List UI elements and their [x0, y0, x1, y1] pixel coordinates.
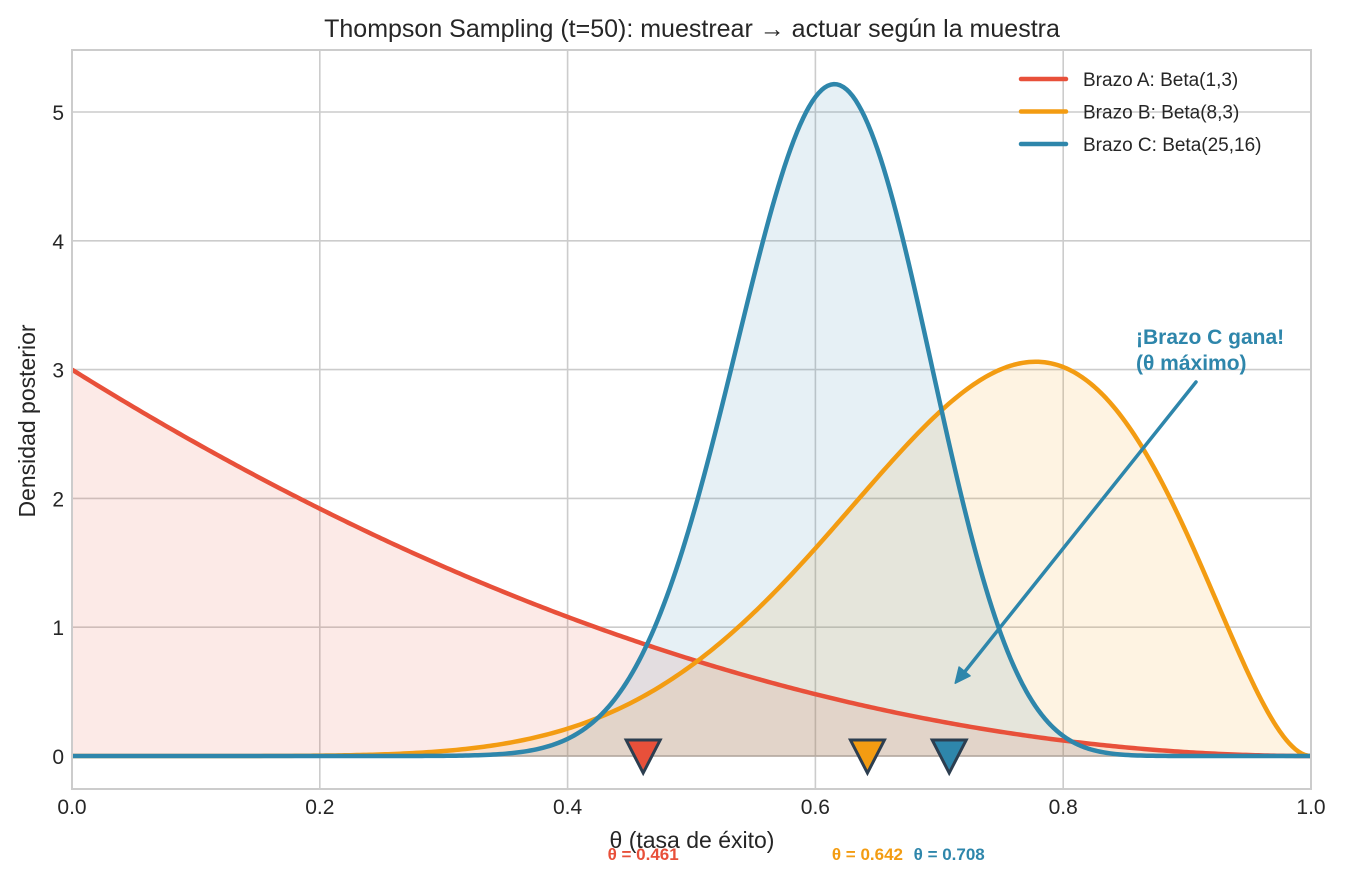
density-curve-2	[72, 81, 1311, 759]
x-tick-label: 0.4	[553, 796, 583, 819]
y-tick-label: 5	[52, 102, 64, 125]
annotation-line-2: (θ máximo)	[1136, 352, 1247, 375]
y-tick-label: 0	[52, 746, 64, 769]
annotation-line-1: ¡Brazo C gana!	[1136, 326, 1284, 349]
y-axis-ticks: 0 1 2 3 4 5	[52, 102, 64, 769]
sample-marker-triangle-icon	[847, 738, 887, 777]
x-tick-label: 1.0	[1296, 796, 1325, 819]
legend-label: Brazo A: Beta(1,3)	[1083, 70, 1238, 91]
x-tick-label: 0.8	[1049, 796, 1078, 819]
x-tick-label: 0.6	[801, 796, 830, 819]
sample-label-2: θ = 0.708	[914, 845, 985, 864]
arrow-icon	[954, 380, 1198, 684]
sample-labels: θ = 0.461 θ = 0.642 θ = 0.708	[608, 845, 985, 864]
density-curve-0	[70, 367, 1311, 759]
y-tick-label: 3	[52, 360, 64, 383]
sample-marker-triangle-icon	[929, 738, 969, 777]
legend-label: Brazo B: Beta(8,3)	[1083, 103, 1239, 124]
density-fills	[72, 84, 1311, 756]
sample-label-1: θ = 0.642	[832, 845, 903, 864]
legend-item-1: Brazo B: Beta(8,3)	[1018, 103, 1239, 124]
legend-item-2: Brazo C: Beta(25,16)	[1018, 135, 1261, 156]
winner-annotation: ¡Brazo C gana! (θ máximo)	[954, 326, 1284, 684]
legend-item-0: Brazo A: Beta(1,3)	[1018, 70, 1238, 91]
legend-label: Brazo C: Beta(25,16)	[1083, 135, 1261, 156]
plot-frame	[71, 49, 1312, 790]
y-tick-label: 4	[52, 231, 64, 254]
sample-marker-triangle-icon	[623, 738, 663, 777]
y-tick-label: 1	[52, 617, 64, 640]
y-tick-label: 2	[52, 488, 64, 511]
density-curves	[70, 81, 1312, 759]
x-axis-ticks: 0.0 0.2 0.4 0.6 0.8 1.0	[57, 796, 1325, 819]
sample-markers	[623, 738, 969, 777]
density-fill-1	[72, 361, 1311, 756]
chart-title: Thompson Sampling (t=50): muestrear → ac…	[324, 15, 1060, 43]
density-fill-0	[72, 369, 1311, 756]
x-axis-label: θ (tasa de éxito)	[610, 827, 775, 853]
sample-label-0: θ = 0.461	[608, 845, 679, 864]
y-axis-label: Densidad posterior	[14, 324, 40, 517]
legend: Brazo A: Beta(1,3) Brazo B: Beta(8,3) Braz…	[1018, 70, 1261, 156]
x-tick-label: 0.2	[305, 796, 334, 819]
density-fill-2	[72, 84, 1311, 756]
x-tick-label: 0.0	[57, 796, 86, 819]
